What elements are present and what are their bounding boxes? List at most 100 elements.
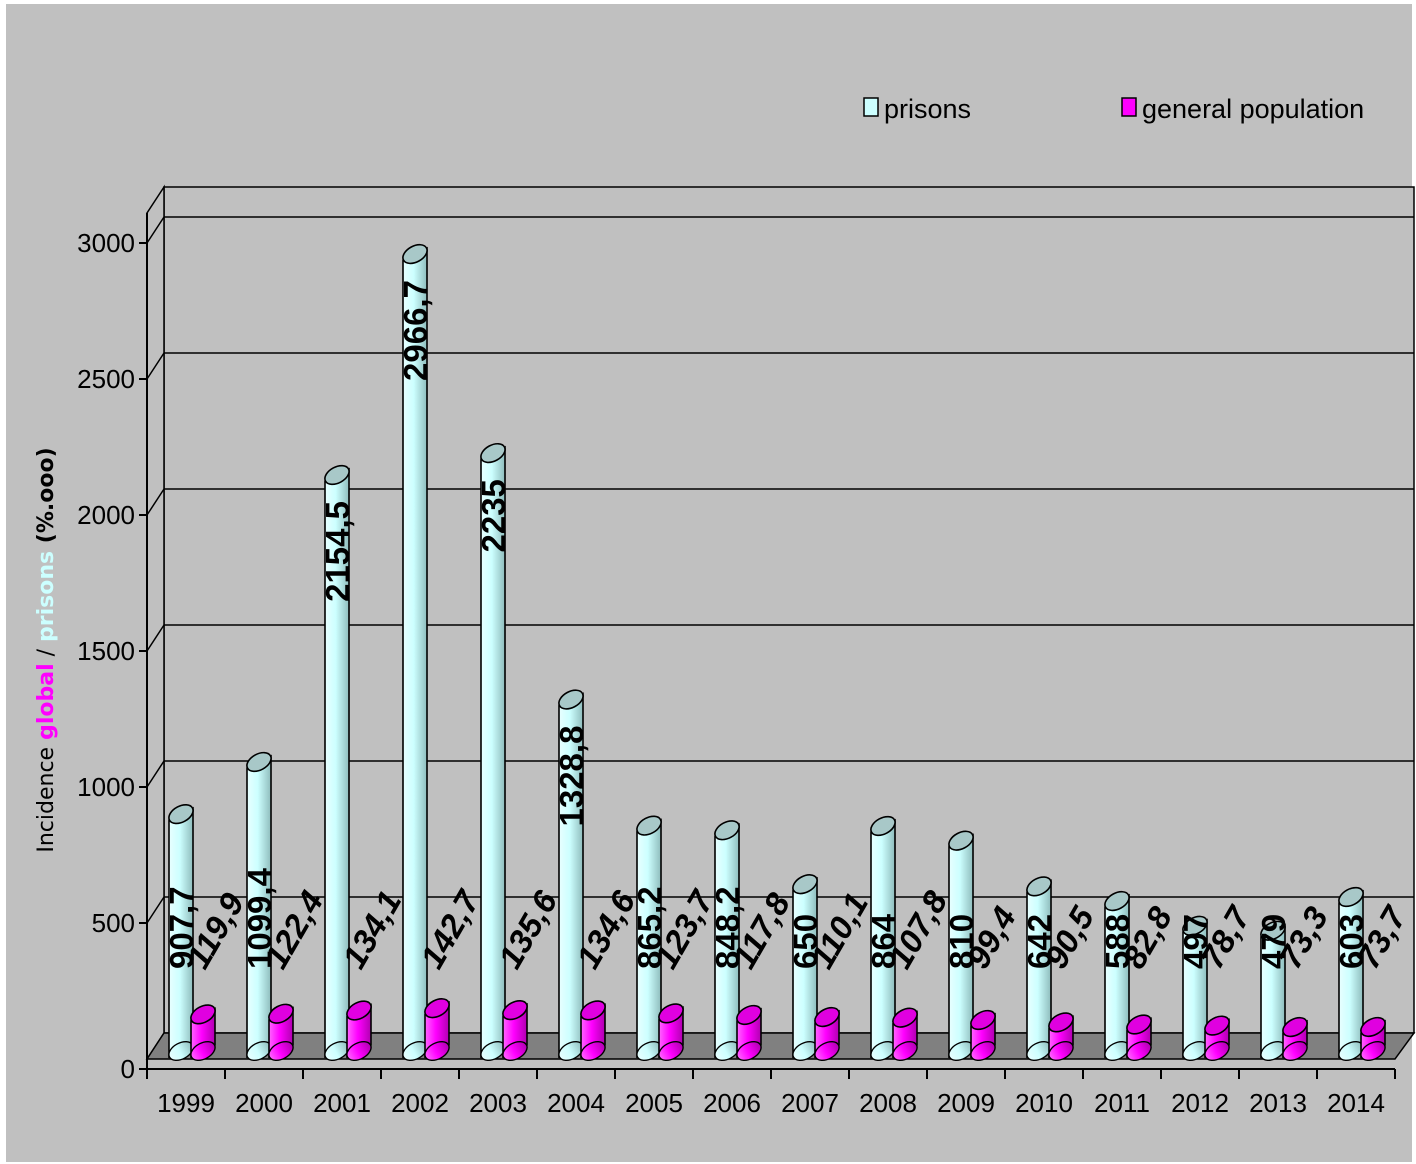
bar-prisons-cap [1026, 876, 1052, 897]
bar-general-population-base [424, 1040, 450, 1062]
x-tick-label: 2008 [859, 1088, 917, 1118]
bar-general-population-base [190, 1040, 216, 1062]
legend-label-general-population: general population [1142, 94, 1364, 124]
x-tick-label: 2011 [1094, 1088, 1150, 1118]
bar-general-population-base [1360, 1040, 1386, 1062]
data-label-prisons: 1328,8 [553, 726, 590, 827]
bar-prisons [1182, 915, 1208, 1062]
bar-general-population-cap [268, 1003, 294, 1024]
bar-general-population-cap [580, 1000, 606, 1021]
bar-general-population [580, 1000, 606, 1062]
data-label-prisons: 907,7 [163, 886, 200, 969]
bar-general-population-cap [346, 1000, 372, 1021]
y-axis-title: Incidence global / prisons (%.ooo) [34, 447, 59, 852]
bar-general-population [814, 1006, 840, 1062]
bar-general-population-cap [658, 1003, 684, 1024]
data-label-prisons: 603 [1333, 914, 1370, 969]
bar-general-population-base [658, 1040, 684, 1062]
bar-prisons-cap [324, 464, 350, 486]
bar-prisons-cap [246, 751, 272, 773]
x-tick-label: 2014 [1327, 1088, 1385, 1118]
bar-general-population [268, 1003, 294, 1062]
bar-prisons [1026, 876, 1052, 1062]
gridline-side [146, 488, 165, 516]
bar-general-population [892, 1007, 918, 1062]
bar-general-population [970, 1009, 996, 1062]
bar-general-population [1282, 1016, 1308, 1062]
bar-prisons [558, 689, 584, 1062]
bar-prisons-cap [714, 820, 740, 841]
y-tick-label: 500 [92, 908, 135, 938]
bar-general-population-base [736, 1040, 762, 1062]
bar-prisons-cap [480, 442, 506, 464]
bar-general-population-cap [1204, 1015, 1230, 1036]
data-label-prisons: 479 [1255, 914, 1292, 969]
bar-prisons [636, 815, 662, 1062]
bar-prisons [246, 751, 272, 1062]
bar-general-population-base [580, 1040, 606, 1062]
bar-prisons-cap [1182, 915, 1208, 936]
x-tick-label: 1999 [157, 1088, 215, 1118]
data-labels: 907,7119,91099,4122,42154,5134,12966,714… [163, 280, 1414, 974]
bar-general-population [424, 998, 450, 1062]
x-tick-label: 2001 [313, 1088, 371, 1118]
bar-prisons-cap [1104, 890, 1130, 912]
data-label-prisons: 1099,4 [241, 867, 278, 969]
bar-prisons-cap [1260, 920, 1286, 941]
bar-prisons [792, 874, 818, 1062]
x-tick-label: 2003 [469, 1088, 527, 1118]
bar-general-population-base [502, 1040, 528, 1062]
axes [139, 213, 1396, 1079]
bar-general-population [1048, 1012, 1074, 1062]
bar-general-population-cap [892, 1007, 918, 1028]
legend-swatch-general-population [1121, 97, 1137, 117]
bar-general-population-cap [1282, 1016, 1308, 1038]
back-wall [163, 186, 1415, 1034]
bar-prisons [480, 442, 506, 1062]
bar-general-population-cap [190, 1004, 216, 1025]
bar-general-population-base [1282, 1040, 1308, 1062]
bar-prisons [1338, 886, 1364, 1062]
bar-general-population-cap [736, 1004, 762, 1026]
bar-general-population-cap [1048, 1012, 1074, 1033]
y-tick-label: 0 [121, 1054, 135, 1084]
bar-general-population-cap [814, 1006, 840, 1028]
x-tick-label: 2005 [625, 1088, 683, 1118]
bar-general-population-cap [1360, 1016, 1386, 1038]
bar-prisons-cap [792, 874, 818, 895]
gridline-side [146, 352, 165, 380]
bar-prisons [1260, 920, 1286, 1062]
bar-general-population [502, 999, 528, 1062]
x-tick-labels: 1999 2000 2001 2002 2003 2004 2005 2006 2007 2008… [157, 1088, 1385, 1118]
bar-general-population [1360, 1016, 1386, 1062]
bar-prisons-cap [558, 689, 584, 710]
x-tick-label: 2000 [235, 1088, 293, 1118]
bar-general-population-base [346, 1040, 372, 1062]
gridline-side [146, 760, 165, 788]
bar-general-population-base [268, 1040, 294, 1062]
bar-general-population [658, 1003, 684, 1062]
x-tick-label: 2004 [547, 1088, 605, 1118]
y-tick-label: 1500 [77, 636, 135, 666]
legend: prisons general population [863, 94, 1364, 124]
bar-prisons-cap [870, 815, 896, 837]
bar-prisons-cap [636, 815, 662, 836]
y-tick-labels: 0 500 1000 1500 2000 2500 3000 [77, 228, 135, 1084]
bar-general-population [346, 1000, 372, 1062]
y-axis-title-part: Incidence [34, 740, 59, 853]
bar-general-population-base [1204, 1040, 1230, 1062]
x-tick-label: 2002 [391, 1088, 449, 1118]
x-tick-label: 2010 [1015, 1088, 1073, 1118]
bar-general-population [190, 1004, 216, 1062]
y-axis-title-part: prisons [34, 551, 59, 642]
y-tick-label: 3000 [77, 228, 135, 258]
side-wall [146, 184, 165, 1062]
bar-general-population-base [814, 1040, 840, 1062]
bar-prisons [948, 830, 974, 1062]
gridlines [146, 216, 1414, 924]
bar-general-population-cap [1126, 1014, 1152, 1035]
bar-prisons-cap [948, 830, 974, 851]
data-label-prisons: 865,2 [631, 886, 668, 969]
data-label-prisons: 2235 [475, 479, 512, 552]
x-tick-label: 2006 [703, 1088, 761, 1118]
